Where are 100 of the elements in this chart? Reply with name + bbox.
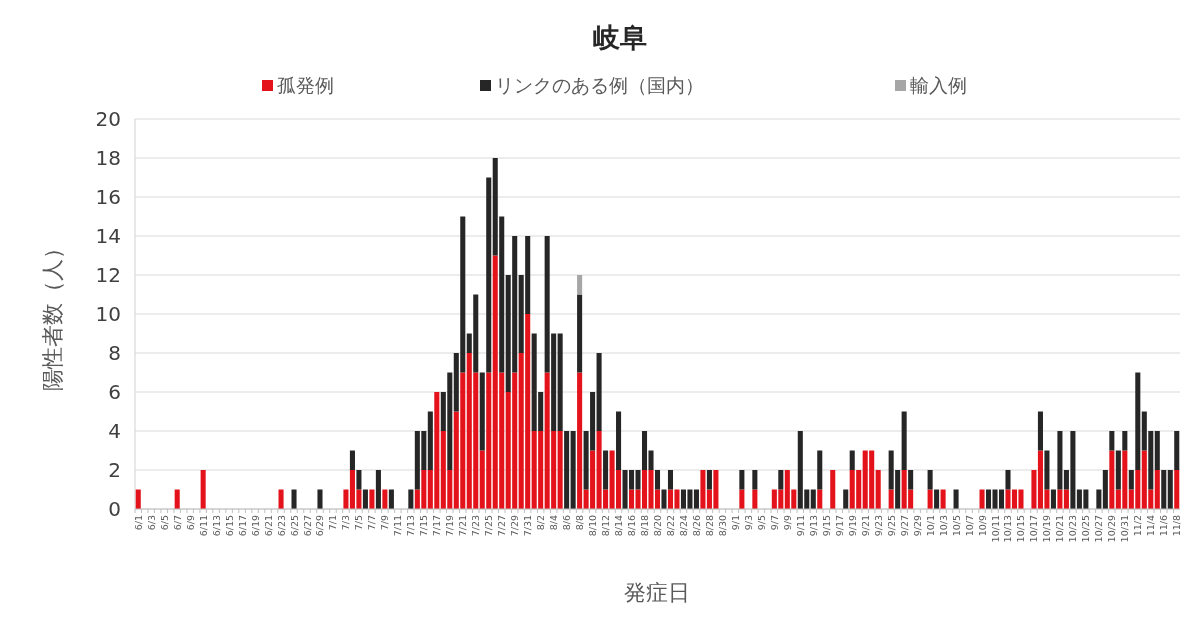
- bar: [1057, 489, 1063, 509]
- bar: [817, 489, 823, 509]
- bar: [349, 450, 355, 470]
- bar: [317, 489, 323, 509]
- bar: [901, 411, 907, 470]
- x-tick-label: 6/27: [301, 515, 313, 537]
- bar: [1128, 470, 1134, 490]
- y-tick-label: 2: [108, 458, 121, 482]
- bar: [616, 411, 622, 470]
- x-tick-label: 11/8: [1171, 515, 1183, 537]
- bar: [362, 489, 368, 509]
- x-tick-label: 9/29: [911, 515, 923, 537]
- y-tick-label: 12: [95, 263, 121, 287]
- x-tick-label: 10/5: [950, 515, 962, 537]
- y-tick-label: 0: [108, 497, 121, 521]
- bar: [1063, 489, 1069, 509]
- x-tick-label: 8/20: [652, 515, 663, 537]
- x-tick-label: 7/17: [431, 515, 443, 537]
- bar: [1161, 470, 1167, 509]
- x-tick-label: 10/27: [1093, 515, 1105, 543]
- x-tick-label: 8/28: [703, 515, 715, 537]
- x-axis-title: 発症日: [624, 580, 690, 605]
- x-tick-label: 9/27: [898, 515, 910, 537]
- x-tick-label: 7/3: [340, 515, 352, 531]
- chart-title: 岐阜: [593, 22, 647, 53]
- bar: [557, 431, 563, 509]
- x-tick-label: 10/3: [937, 515, 949, 537]
- bar: [1044, 450, 1050, 490]
- x-tick-label: 7/31: [522, 515, 534, 537]
- x-tick-label: 6/5: [158, 515, 170, 531]
- bar: [934, 489, 940, 509]
- bar: [1096, 489, 1102, 509]
- y-tick-label: 10: [95, 302, 121, 326]
- x-tick-label: 6/23: [275, 515, 287, 537]
- bar: [1167, 470, 1173, 509]
- x-tick-label: 8/22: [664, 515, 676, 537]
- bar: [278, 489, 284, 509]
- bar: [596, 353, 602, 431]
- x-tick-label: 8/2: [535, 515, 547, 531]
- bar: [557, 333, 563, 431]
- x-tick-label: 10/9: [976, 515, 988, 537]
- x-tick-label: 6/25: [288, 515, 300, 537]
- bar: [408, 489, 414, 509]
- x-tick-label: 8/30: [716, 515, 728, 537]
- x-tick-label: 8/26: [690, 515, 702, 537]
- legend-label: 輸入例: [910, 74, 967, 96]
- bar: [1057, 431, 1063, 490]
- y-tick-label: 14: [95, 224, 121, 248]
- bar: [927, 470, 933, 490]
- bar: [1154, 470, 1160, 509]
- x-tick-label: 9/21: [859, 515, 871, 537]
- x-tick-label: 8/6: [561, 515, 573, 531]
- y-tick-label: 6: [108, 380, 121, 404]
- x-tick-label: 6/3: [145, 515, 157, 531]
- x-tick-label: 6/17: [236, 515, 248, 537]
- x-tick-label: 7/15: [418, 515, 430, 537]
- x-tick-label: 7/7: [366, 515, 378, 531]
- bar: [1122, 431, 1128, 451]
- x-tick-label: 9/7: [768, 515, 780, 531]
- x-tick-label: 8/14: [613, 515, 625, 537]
- bar: [1154, 431, 1160, 470]
- x-tick-label: 7/19: [444, 515, 456, 537]
- bar: [603, 450, 609, 490]
- x-tick-label: 10/23: [1067, 515, 1079, 543]
- x-tick-label: 6/1: [132, 515, 144, 531]
- x-tick-label: 9/11: [794, 515, 806, 537]
- x-tick-label: 9/23: [872, 515, 884, 537]
- bar: [693, 489, 699, 509]
- bar: [369, 489, 375, 509]
- bar: [940, 489, 946, 509]
- bar: [817, 450, 823, 490]
- x-tick-label: 11/2: [1132, 515, 1144, 537]
- bar: [564, 431, 570, 509]
- bar: [810, 489, 816, 509]
- x-tick-label: 7/11: [392, 515, 404, 537]
- x-tick-label: 10/11: [989, 515, 1001, 543]
- bar: [752, 489, 758, 509]
- bar: [739, 470, 745, 490]
- x-tick-label: 7/21: [457, 515, 469, 537]
- bar: [577, 275, 583, 295]
- bar: [1174, 470, 1180, 509]
- x-tick-label: 9/1: [729, 515, 741, 531]
- bar: [661, 489, 667, 509]
- bar: [375, 470, 381, 509]
- bar: [479, 372, 485, 451]
- x-tick-label: 8/24: [677, 515, 689, 537]
- bar: [577, 372, 583, 509]
- y-tick-label: 16: [95, 185, 121, 209]
- bar: [1050, 489, 1056, 509]
- x-tick-label: 11/4: [1145, 515, 1157, 537]
- x-tick-label: 10/25: [1080, 515, 1092, 543]
- bar: [174, 489, 180, 509]
- bar: [739, 489, 745, 509]
- bar: [927, 489, 933, 509]
- bar: [849, 450, 855, 470]
- x-tick-label: 9/5: [755, 515, 767, 531]
- bar: [752, 470, 758, 490]
- x-tick-label: 6/11: [197, 515, 209, 537]
- bar: [1174, 431, 1180, 470]
- x-tick-label: 8/12: [600, 515, 612, 537]
